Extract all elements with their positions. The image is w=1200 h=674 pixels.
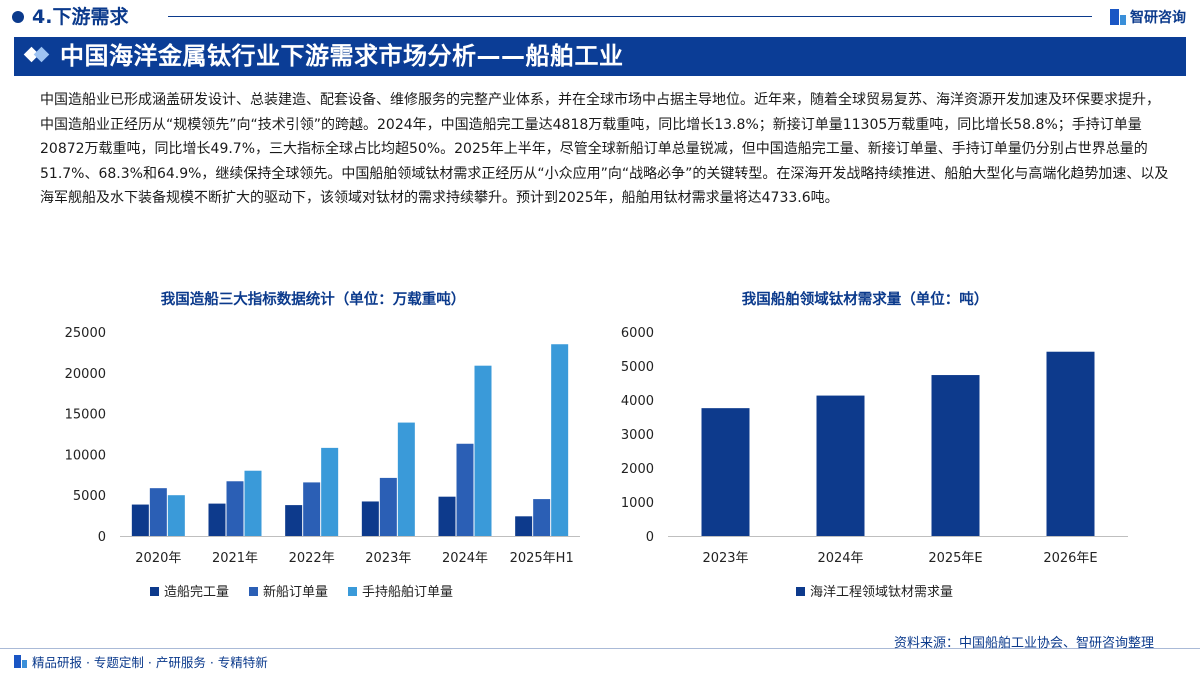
chart1-xtick: 2021年 bbox=[212, 551, 258, 566]
chart1-bar bbox=[379, 477, 397, 536]
chart1-xtick: 2020年 bbox=[135, 551, 181, 566]
top-bar: 4.下游需求 智研咨询 bbox=[0, 0, 1200, 34]
chart1-bar bbox=[474, 365, 492, 536]
chart2-ytick: 2000 bbox=[621, 462, 654, 477]
chart1-bar bbox=[438, 496, 456, 536]
chart1-xtick: 2023年 bbox=[365, 551, 411, 566]
chart1-bar bbox=[515, 516, 533, 536]
chart2-legend-label: 海洋工程领域钛材需求量 bbox=[810, 585, 953, 600]
chart1-bar bbox=[303, 482, 321, 536]
chart2-bar bbox=[816, 395, 865, 536]
chart1-legend-swatch bbox=[249, 587, 258, 596]
intro-paragraph: 中国造船业已形成涵盖研发设计、总装建造、配套设备、维修服务的完整产业体系，并在全… bbox=[40, 92, 1169, 207]
source-note: 资料来源：中国船舶工业协会、智研咨询整理 bbox=[893, 636, 1154, 651]
chart2-bar bbox=[931, 375, 980, 536]
chart2-xtick: 2025年E bbox=[928, 551, 982, 566]
chart1-bar bbox=[208, 503, 226, 536]
footer-slogan: 精品研报 · 专题定制 · 产研服务 · 专精特新 bbox=[32, 654, 268, 670]
chart1-bar bbox=[167, 495, 185, 536]
footer-divider bbox=[0, 648, 1200, 649]
title-banner: 中国海洋金属钛行业下游需求市场分析——船舶工业 bbox=[14, 37, 1186, 76]
shipbuilding-indicators-chart: 我国造船三大指标数据统计（单位：万载重吨） 25000 20000 15000 1000… bbox=[40, 284, 600, 614]
chart1-legend-label: 新船订单量 bbox=[263, 584, 328, 600]
titanium-demand-chart: 我国船舶领域钛材需求量（单位：吨） 6000 5000 4000 3000 2000 100… bbox=[600, 284, 1160, 614]
double-diamond-icon bbox=[23, 46, 50, 63]
chart1-ytick: 15000 bbox=[65, 408, 106, 423]
chart1-xtick: 2022年 bbox=[289, 551, 335, 566]
chart2-ytick: 5000 bbox=[621, 360, 654, 375]
section-label: 4.下游需求 bbox=[32, 6, 129, 28]
chart2-ytick: 3000 bbox=[621, 428, 654, 443]
brand-mark-icon bbox=[1110, 9, 1126, 25]
chart2-ytick: 6000 bbox=[621, 326, 654, 341]
chart1-bar bbox=[533, 499, 551, 536]
chart1-bar bbox=[226, 481, 244, 536]
chart1-ytick: 25000 bbox=[65, 326, 106, 341]
chart1-ytick: 20000 bbox=[65, 367, 106, 382]
chart1-bar bbox=[149, 488, 167, 536]
chart1-ytick: 10000 bbox=[65, 448, 106, 463]
chart2-ytick: 0 bbox=[646, 530, 654, 545]
chart1-bar bbox=[321, 447, 339, 536]
chart2-ytick: 1000 bbox=[621, 496, 654, 511]
chart2-xtick: 2024年 bbox=[817, 551, 863, 566]
chart1-ytick: 5000 bbox=[73, 489, 106, 504]
page-title: 中国海洋金属钛行业下游需求市场分析——船舶工业 bbox=[60, 42, 624, 70]
chart1-xtick: 2024年 bbox=[442, 551, 488, 566]
chart2-bar bbox=[1046, 351, 1095, 536]
chart2-xtick: 2023年 bbox=[702, 551, 748, 566]
chart2-bar bbox=[701, 408, 750, 536]
brand-mark-icon bbox=[14, 654, 27, 668]
chart1-bar bbox=[397, 422, 415, 536]
top-divider bbox=[168, 16, 1092, 17]
chart1-bar bbox=[131, 504, 149, 536]
chart2-legend-swatch bbox=[796, 587, 805, 596]
chart1-legend-swatch bbox=[348, 587, 357, 596]
chart1-legend-swatch bbox=[150, 587, 159, 596]
chart1-bar bbox=[285, 505, 303, 536]
footer: 精品研报 · 专题定制 · 产研服务 · 专精特新 bbox=[14, 652, 268, 670]
chart1-xtick: 2025年H1 bbox=[510, 551, 574, 566]
chart1-legend-label: 手持船舶订单量 bbox=[362, 584, 453, 600]
chart2-ytick: 4000 bbox=[621, 394, 654, 409]
brand-logo: 智研咨询 bbox=[1110, 6, 1186, 28]
chart1-bar bbox=[361, 501, 379, 536]
chart2-title: 我国船舶领域钛材需求量（单位：吨） bbox=[742, 290, 989, 308]
brand-name: 智研咨询 bbox=[1130, 10, 1186, 26]
chart1-ytick: 0 bbox=[98, 530, 106, 545]
chart1-bar bbox=[244, 470, 262, 536]
chart1-legend-label: 造船完工量 bbox=[164, 585, 229, 600]
chart2-xtick: 2026年E bbox=[1043, 551, 1097, 566]
chart1-bar bbox=[551, 344, 569, 536]
section-bullet-icon bbox=[12, 11, 24, 23]
chart1-bar bbox=[456, 443, 474, 536]
chart1-title: 我国造船三大指标数据统计（单位：万载重吨） bbox=[161, 290, 466, 308]
